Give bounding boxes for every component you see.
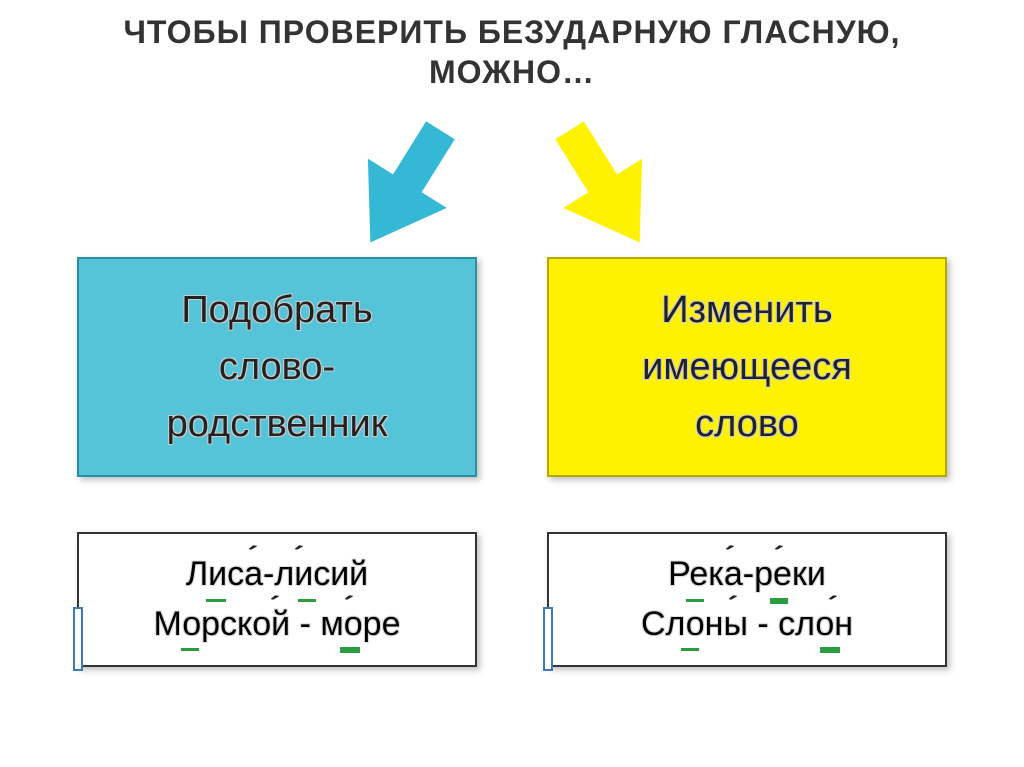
title-line-1: ЧТОБЫ ПРОВЕРИТЬ БЕЗУДАРНУЮ ГЛАСНУЮ, (0, 12, 1024, 52)
method-left-l3: родственник (167, 396, 388, 453)
word-more: море ´ (320, 600, 400, 649)
method-box-left: Подобрать слово- родственник (77, 257, 477, 477)
arrows-container (0, 92, 1024, 262)
txt-slon: слон (778, 605, 853, 643)
word-reki: реки ´ (754, 550, 826, 599)
underline-single (681, 648, 699, 651)
arrow-right-icon (540, 112, 670, 262)
example-box-left: Лиса ´ - лисий ´ Морской ´ - море ´ (77, 532, 477, 667)
sep: - (743, 555, 754, 593)
method-left-l2: слово- (167, 339, 388, 396)
arrow-left-icon (340, 112, 470, 262)
method-right-l3: слово (642, 396, 852, 453)
underline-double (820, 647, 840, 653)
arrow-left-path (340, 112, 470, 262)
method-left-text: Подобрать слово- родственник (167, 282, 388, 453)
method-right-text: Изменить имеющееся слово (642, 282, 852, 453)
txt-more: море (320, 605, 400, 643)
example-right-line1: Река ´ - реки ´ (668, 550, 826, 599)
word-slony: Слоны ´ (641, 600, 748, 649)
page-title: ЧТОБЫ ПРОВЕРИТЬ БЕЗУДАРНУЮ ГЛАСНУЮ, МОЖН… (0, 0, 1024, 92)
method-box-right: Изменить имеющееся слово (547, 257, 947, 477)
sep: - (290, 605, 320, 643)
title-line-2: МОЖНО… (0, 52, 1024, 92)
methods-row: Подобрать слово- родственник Изменить им… (0, 257, 1024, 477)
underline-single (298, 599, 316, 602)
example-left-line2: Морской ´ - море ´ (153, 600, 400, 649)
method-left-l1: Подобрать (167, 282, 388, 339)
arrow-right-path (540, 112, 670, 262)
method-right-l2: имеющееся (642, 339, 852, 396)
sep: - (748, 605, 778, 643)
underline-single (181, 648, 199, 651)
example-box-right: Река ´ - реки ´ Слоны ´ - слон ´ (547, 532, 947, 667)
example-right-line2: Слоны ´ - слон ´ (641, 600, 853, 649)
examples-row: Лиса ´ - лисий ´ Морской ´ - море ´ (0, 532, 1024, 667)
underline-double (340, 647, 360, 653)
txt-reki: реки (754, 555, 826, 593)
word-lisa: Лиса ´ (186, 550, 263, 599)
word-slon: слон ´ (778, 600, 853, 649)
word-morskoy: Морской ´ (153, 600, 290, 649)
method-right-l1: Изменить (642, 282, 852, 339)
